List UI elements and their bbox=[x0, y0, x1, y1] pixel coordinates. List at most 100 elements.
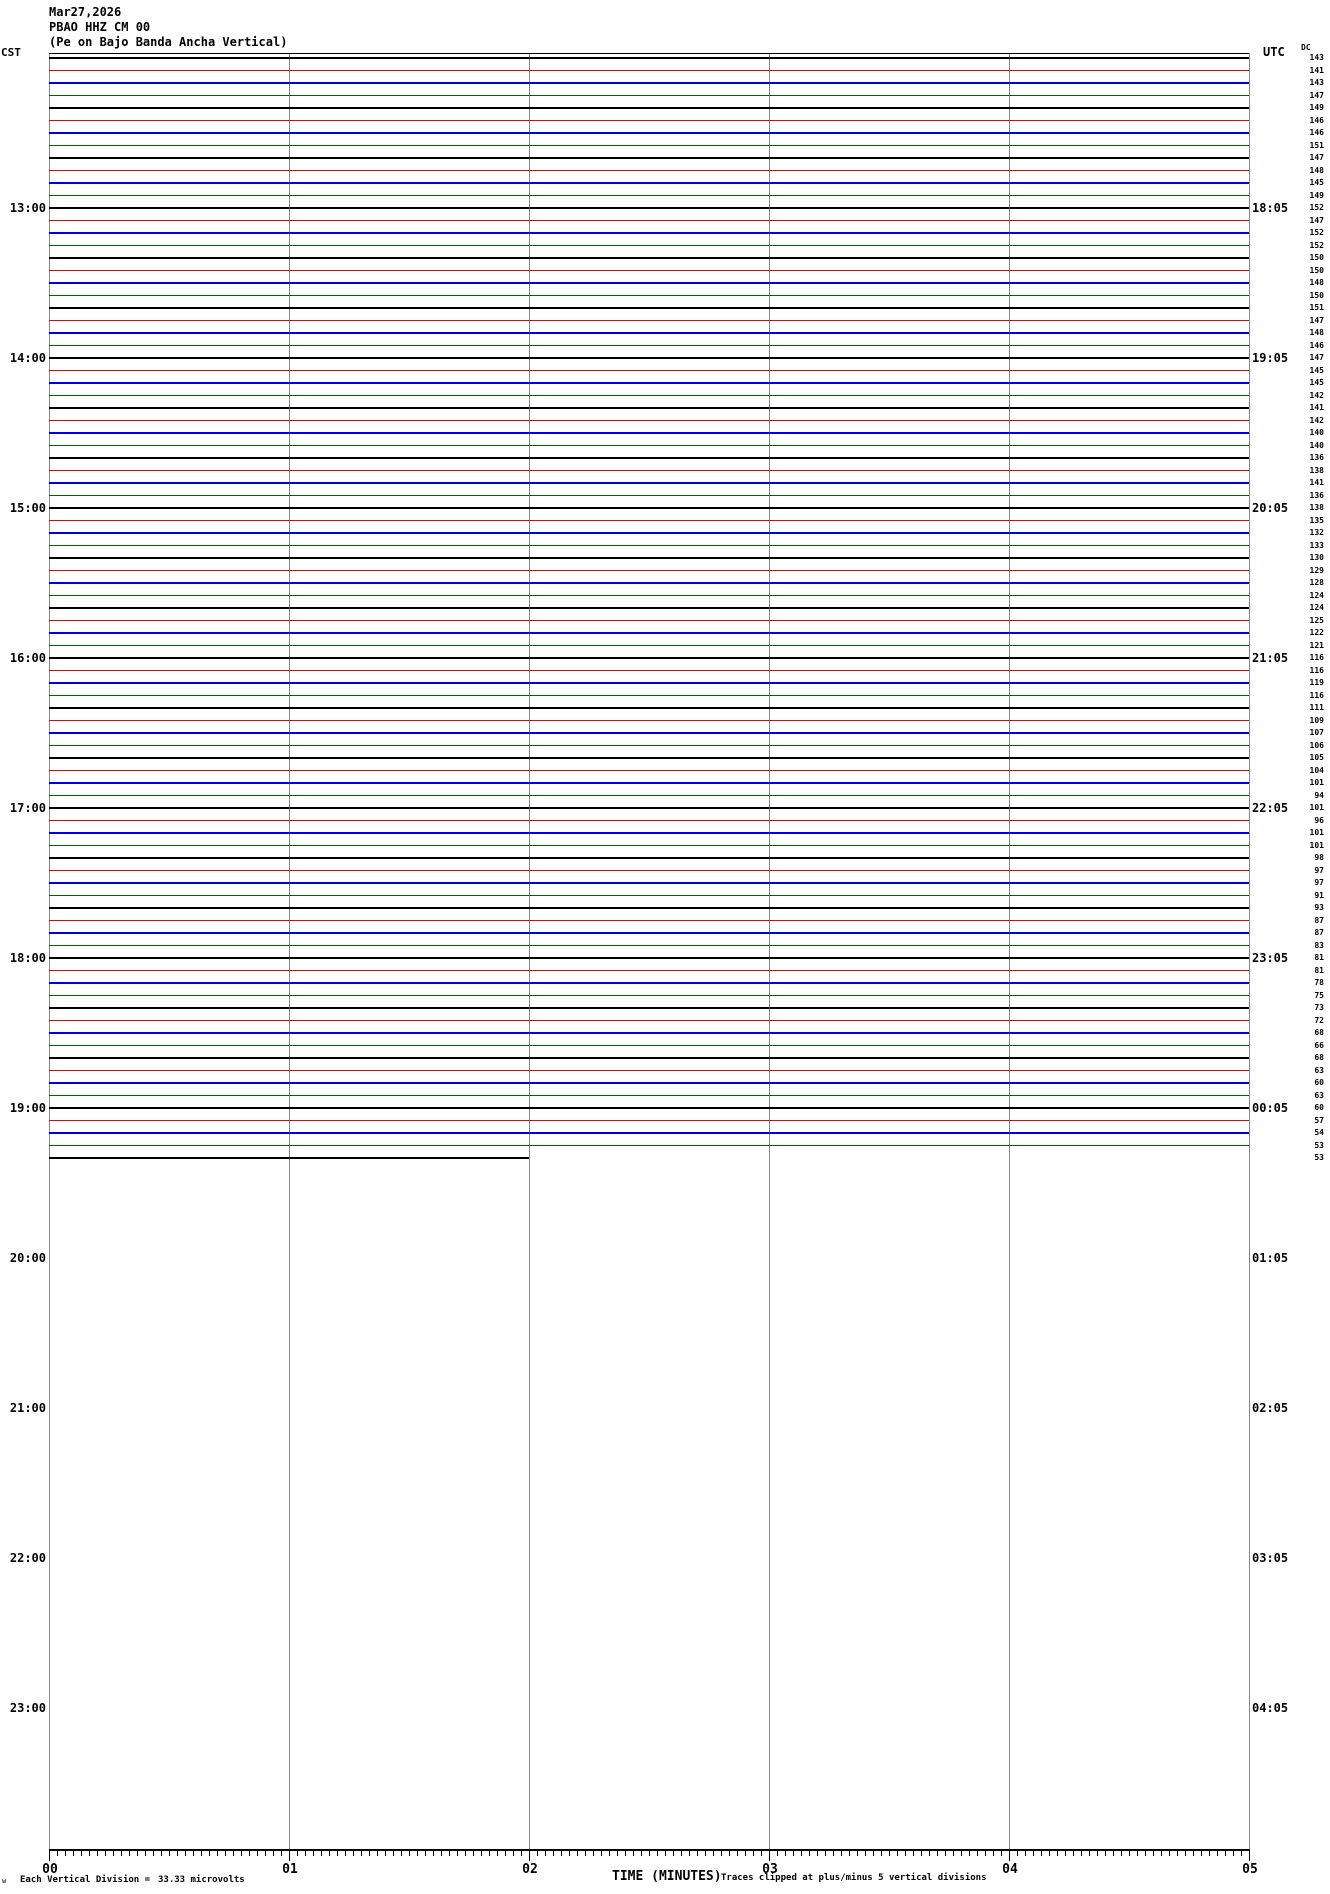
x-axis-minor-tick bbox=[297, 1850, 298, 1856]
dc-value: 146 bbox=[1309, 115, 1324, 125]
seismogram-trace bbox=[49, 757, 1249, 759]
x-axis-minor-tick bbox=[1201, 1850, 1202, 1856]
plot-border-vertical bbox=[1249, 53, 1250, 1849]
x-axis-minor-tick bbox=[113, 1850, 114, 1856]
x-axis-minor-tick bbox=[1025, 1850, 1026, 1856]
dc-value: 111 bbox=[1309, 703, 1324, 712]
utc-time-label: 03:05 bbox=[1252, 1551, 1289, 1565]
x-axis-minor-tick bbox=[153, 1850, 154, 1856]
x-axis-minor-tick bbox=[1073, 1850, 1074, 1856]
x-tick-label: 04 bbox=[1002, 1862, 1018, 1877]
seismogram-trace bbox=[49, 832, 1249, 834]
x-axis-minor-tick bbox=[1033, 1850, 1034, 1856]
seismogram-trace bbox=[49, 1157, 529, 1159]
seismogram-trace bbox=[49, 769, 1249, 772]
seismogram-trace bbox=[49, 94, 1249, 97]
dc-value: 145 bbox=[1309, 378, 1324, 387]
dc-value: 150 bbox=[1309, 290, 1324, 300]
x-axis-minor-tick bbox=[793, 1850, 794, 1856]
dc-value: 68 bbox=[1314, 1053, 1324, 1062]
x-axis-minor-tick bbox=[993, 1850, 994, 1856]
dc-value: 87 bbox=[1314, 928, 1324, 937]
x-axis-minor-tick bbox=[313, 1850, 314, 1856]
dc-value: 72 bbox=[1314, 1015, 1324, 1025]
x-axis-minor-tick bbox=[193, 1850, 194, 1856]
seismogram-trace bbox=[49, 332, 1249, 334]
x-axis-title: TIME (MINUTES) bbox=[612, 1869, 722, 1884]
dc-value: 60 bbox=[1314, 1103, 1324, 1112]
x-axis-minor-tick bbox=[521, 1850, 522, 1856]
seismogram-trace bbox=[49, 657, 1249, 659]
x-axis-minor-tick bbox=[913, 1850, 914, 1856]
x-axis-major-tick bbox=[529, 1850, 530, 1861]
x-axis-minor-tick bbox=[1241, 1850, 1242, 1856]
seismogram-trace bbox=[49, 982, 1249, 984]
corner-glyph: w bbox=[2, 1877, 7, 1885]
dc-value: 147 bbox=[1309, 90, 1324, 100]
dc-value: 57 bbox=[1314, 1115, 1324, 1125]
x-axis-minor-tick bbox=[545, 1850, 546, 1856]
x-axis-minor-tick bbox=[145, 1850, 146, 1856]
seismogram-trace bbox=[49, 1119, 1249, 1122]
x-axis-minor-tick bbox=[889, 1850, 890, 1856]
x-axis-minor-tick bbox=[1177, 1850, 1178, 1856]
dc-value: 152 bbox=[1309, 240, 1324, 250]
seismogram-trace bbox=[49, 307, 1249, 309]
x-axis-minor-tick bbox=[137, 1850, 138, 1856]
x-axis-minor-tick bbox=[777, 1850, 778, 1856]
seismogram-trace bbox=[49, 932, 1249, 934]
x-axis-minor-tick bbox=[577, 1850, 578, 1856]
cst-column-header: CST bbox=[1, 46, 21, 59]
x-axis-minor-tick bbox=[761, 1850, 762, 1856]
dc-value: 147 bbox=[1309, 215, 1324, 225]
x-axis-minor-tick bbox=[121, 1850, 122, 1856]
x-axis-minor-tick bbox=[649, 1850, 650, 1856]
x-axis-minor-tick bbox=[329, 1850, 330, 1856]
seismogram-trace bbox=[49, 907, 1249, 909]
dc-value: 78 bbox=[1314, 978, 1324, 987]
seismogram-trace bbox=[49, 1094, 1249, 1097]
dc-value: 97 bbox=[1314, 878, 1324, 887]
cst-time-label: 15:00 bbox=[9, 501, 46, 515]
seismogram-trace bbox=[49, 369, 1249, 372]
x-axis-minor-tick bbox=[977, 1850, 978, 1856]
scale-note-label: Each Vertical Division = bbox=[20, 1875, 151, 1885]
x-axis-minor-tick bbox=[1193, 1850, 1194, 1856]
seismogram-trace bbox=[49, 644, 1249, 647]
x-axis-minor-tick bbox=[1217, 1850, 1218, 1856]
x-axis-minor-tick bbox=[73, 1850, 74, 1856]
dc-value: 140 bbox=[1309, 428, 1324, 437]
x-tick-label: 05 bbox=[1242, 1862, 1258, 1877]
x-axis-minor-tick bbox=[873, 1850, 874, 1856]
x-axis-minor-tick bbox=[1001, 1850, 1002, 1856]
x-axis-minor-tick bbox=[369, 1850, 370, 1856]
x-axis-minor-tick bbox=[337, 1850, 338, 1856]
dc-value: 132 bbox=[1309, 528, 1324, 537]
seismogram-trace bbox=[49, 919, 1249, 922]
clip-note: Traces clipped at plus/minus 5 vertical … bbox=[721, 1873, 987, 1883]
dc-value: 116 bbox=[1309, 690, 1324, 700]
seismogram-trace bbox=[49, 669, 1249, 672]
x-axis-minor-tick bbox=[1049, 1850, 1050, 1856]
seismogram-trace bbox=[49, 282, 1249, 284]
x-axis-minor-tick bbox=[1161, 1850, 1162, 1856]
dc-value: 142 bbox=[1309, 415, 1324, 425]
utc-time-label: 01:05 bbox=[1252, 1251, 1289, 1265]
seismogram-trace bbox=[49, 319, 1249, 322]
x-axis-minor-tick bbox=[129, 1850, 130, 1856]
x-axis-minor-tick bbox=[601, 1850, 602, 1856]
x-axis-minor-tick bbox=[833, 1850, 834, 1856]
dc-value: 60 bbox=[1314, 1078, 1324, 1087]
x-axis-minor-tick bbox=[161, 1850, 162, 1856]
seismogram-trace bbox=[49, 432, 1249, 434]
seismogram-trace bbox=[49, 532, 1249, 534]
dc-value: 130 bbox=[1309, 553, 1324, 562]
dc-value: 101 bbox=[1309, 840, 1324, 850]
seismogram-trace bbox=[49, 994, 1249, 997]
cst-time-label: 21:00 bbox=[9, 1401, 46, 1415]
dc-value: 141 bbox=[1309, 65, 1324, 75]
x-axis-minor-tick bbox=[1097, 1850, 1098, 1856]
dc-value: 98 bbox=[1314, 853, 1324, 862]
seismogram-trace bbox=[49, 794, 1249, 797]
